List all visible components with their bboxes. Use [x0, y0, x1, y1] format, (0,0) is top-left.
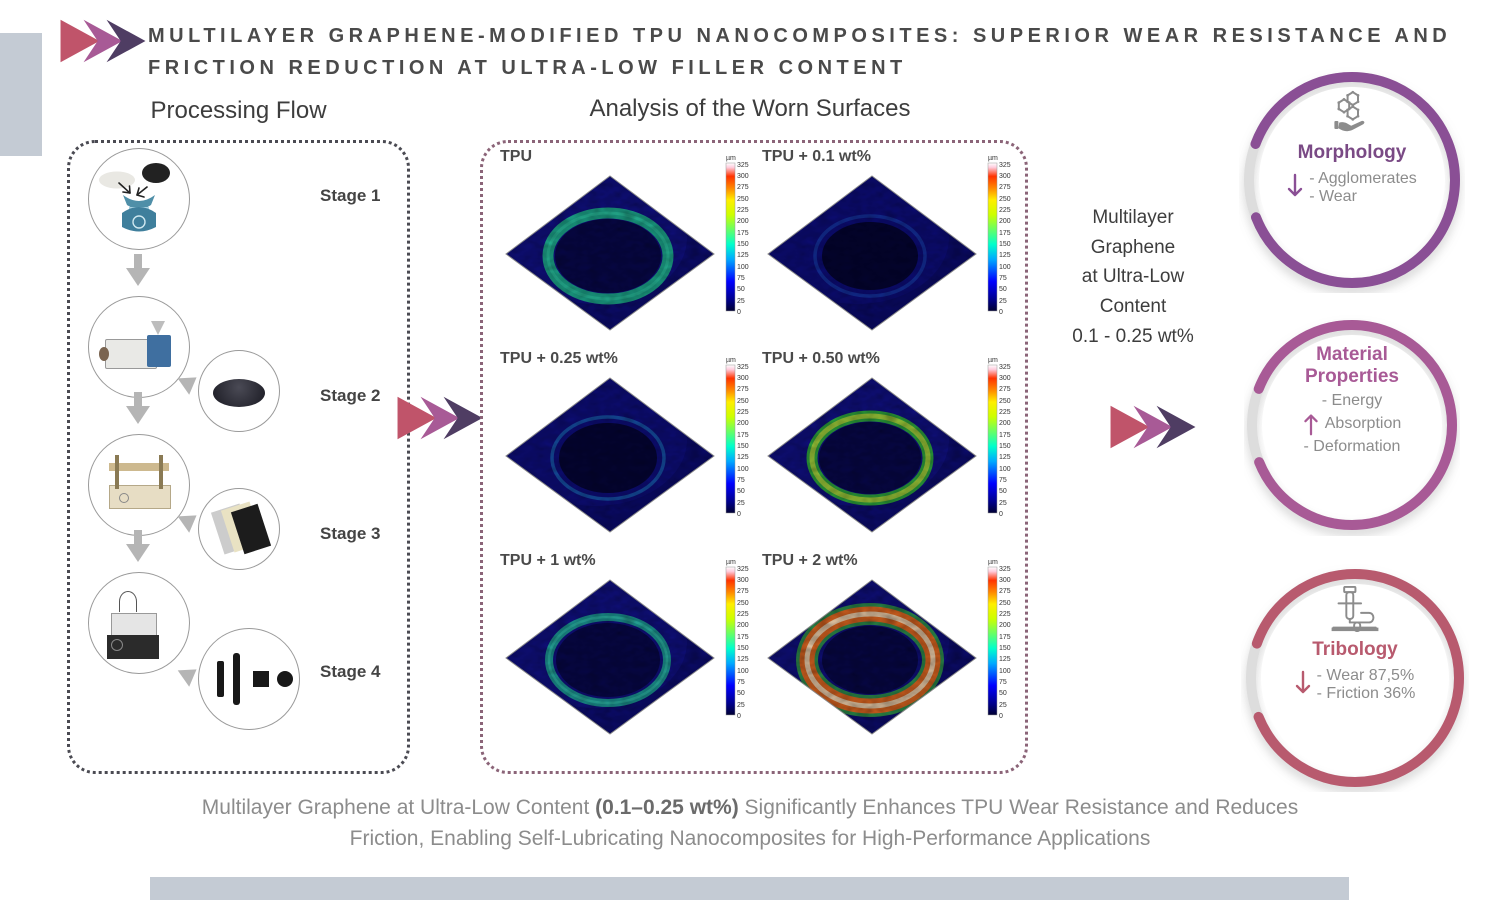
svg-text:325: 325: [999, 364, 1011, 371]
svg-text:25: 25: [999, 702, 1007, 709]
svg-text:300: 300: [737, 577, 749, 584]
svg-text:250: 250: [737, 600, 749, 607]
svg-text:225: 225: [737, 611, 749, 618]
svg-text:250: 250: [737, 398, 749, 405]
svg-text:125: 125: [737, 656, 749, 663]
svg-text:0: 0: [999, 713, 1003, 720]
svg-text:50: 50: [999, 690, 1007, 697]
svg-text:50: 50: [737, 286, 745, 293]
svg-text:175: 175: [737, 230, 749, 237]
svg-text:125: 125: [999, 656, 1011, 663]
svg-text:µm: µm: [988, 559, 998, 566]
svg-text:200: 200: [737, 622, 749, 629]
svg-text:175: 175: [737, 432, 749, 439]
svg-text:275: 275: [999, 386, 1011, 393]
svg-text:325: 325: [737, 162, 749, 169]
svg-text:µm: µm: [726, 357, 736, 364]
svg-text:75: 75: [737, 477, 745, 484]
svg-text:125: 125: [999, 454, 1011, 461]
svg-text:325: 325: [999, 566, 1011, 573]
svg-text:200: 200: [999, 622, 1011, 629]
svg-text:300: 300: [999, 577, 1011, 584]
svg-text:0: 0: [737, 713, 741, 720]
svg-text:275: 275: [737, 588, 749, 595]
svg-text:275: 275: [737, 386, 749, 393]
svg-text:µm: µm: [726, 155, 736, 162]
svg-text:150: 150: [999, 241, 1011, 248]
svg-text:175: 175: [999, 432, 1011, 439]
svg-text:175: 175: [737, 634, 749, 641]
svg-text:150: 150: [737, 443, 749, 450]
svg-text:0: 0: [737, 511, 741, 518]
svg-text:150: 150: [737, 241, 749, 248]
svg-text:200: 200: [999, 420, 1011, 427]
svg-text:75: 75: [999, 275, 1007, 282]
svg-text:100: 100: [999, 264, 1011, 271]
svg-text:50: 50: [999, 488, 1007, 495]
svg-text:100: 100: [737, 264, 749, 271]
svg-text:100: 100: [999, 466, 1011, 473]
svg-text:75: 75: [999, 679, 1007, 686]
svg-text:125: 125: [737, 454, 749, 461]
svg-text:0: 0: [999, 309, 1003, 316]
svg-text:225: 225: [737, 207, 749, 214]
svg-text:250: 250: [999, 398, 1011, 405]
svg-text:25: 25: [737, 298, 745, 305]
svg-text:325: 325: [737, 566, 749, 573]
svg-text:300: 300: [999, 375, 1011, 382]
svg-text:0: 0: [737, 309, 741, 316]
svg-text:175: 175: [999, 230, 1011, 237]
svg-text:50: 50: [999, 286, 1007, 293]
svg-text:125: 125: [999, 252, 1011, 259]
svg-text:50: 50: [737, 690, 745, 697]
svg-text:75: 75: [737, 679, 745, 686]
svg-text:225: 225: [999, 207, 1011, 214]
svg-text:250: 250: [999, 196, 1011, 203]
svg-text:300: 300: [737, 173, 749, 180]
svg-text:200: 200: [737, 420, 749, 427]
svg-text:25: 25: [737, 500, 745, 507]
svg-text:50: 50: [737, 488, 745, 495]
svg-text:0: 0: [999, 511, 1003, 518]
svg-text:100: 100: [737, 668, 749, 675]
svg-text:200: 200: [737, 218, 749, 225]
svg-text:250: 250: [999, 600, 1011, 607]
svg-text:175: 175: [999, 634, 1011, 641]
svg-text:150: 150: [999, 443, 1011, 450]
svg-text:75: 75: [999, 477, 1007, 484]
svg-text:225: 225: [737, 409, 749, 416]
svg-text:225: 225: [999, 611, 1011, 618]
svg-text:125: 125: [737, 252, 749, 259]
svg-text:µm: µm: [726, 559, 736, 566]
svg-text:300: 300: [737, 375, 749, 382]
svg-text:275: 275: [737, 184, 749, 191]
svg-text:25: 25: [737, 702, 745, 709]
svg-text:225: 225: [999, 409, 1011, 416]
svg-text:200: 200: [999, 218, 1011, 225]
svg-text:25: 25: [999, 500, 1007, 507]
svg-text:300: 300: [999, 173, 1011, 180]
svg-text:150: 150: [737, 645, 749, 652]
svg-text:100: 100: [737, 466, 749, 473]
svg-text:275: 275: [999, 184, 1011, 191]
svg-text:325: 325: [999, 162, 1011, 169]
svg-text:275: 275: [999, 588, 1011, 595]
svg-text:100: 100: [999, 668, 1011, 675]
svg-text:150: 150: [999, 645, 1011, 652]
svg-text:250: 250: [737, 196, 749, 203]
svg-text:µm: µm: [988, 155, 998, 162]
svg-text:325: 325: [737, 364, 749, 371]
svg-text:75: 75: [737, 275, 745, 282]
svg-text:25: 25: [999, 298, 1007, 305]
svg-text:µm: µm: [988, 357, 998, 364]
